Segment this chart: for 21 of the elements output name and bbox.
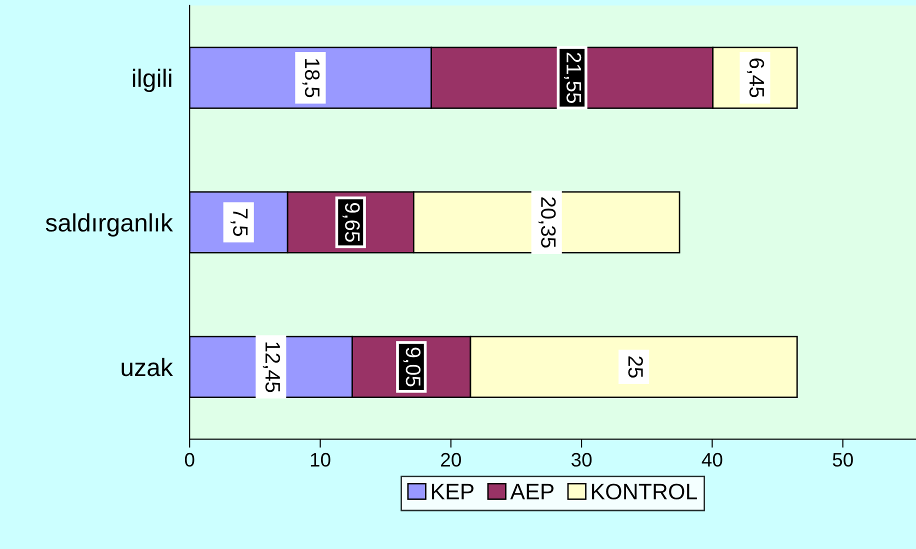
legend-label: AEP [510,484,554,500]
y-tick-label: saldırganlık [46,213,173,237]
x-tick-label: 50 [832,452,853,467]
legend-label: KEP [432,484,474,500]
y-tick-label: ilgili [132,68,172,92]
x-tick-label: 20 [441,452,461,467]
x-tick-label: 30 [571,452,592,467]
x-tick-label: 40 [702,452,722,467]
data-label: 9,05 [403,348,421,386]
data-label: 12,45 [262,342,280,392]
data-label: 6,45 [746,58,764,98]
legend-label: KONTROL [592,484,697,500]
x-tick-label: 10 [310,452,330,467]
data-label: 21,55 [564,52,582,103]
data-label: 7,5 [230,208,248,236]
y-tick-label: uzak [122,358,173,376]
data-label: 25 [628,356,643,378]
data-label: 9,65 [342,203,360,242]
data-label: 18,5 [302,59,320,98]
x-tick-label: 0 [184,452,194,467]
data-label: 20,35 [538,197,556,248]
